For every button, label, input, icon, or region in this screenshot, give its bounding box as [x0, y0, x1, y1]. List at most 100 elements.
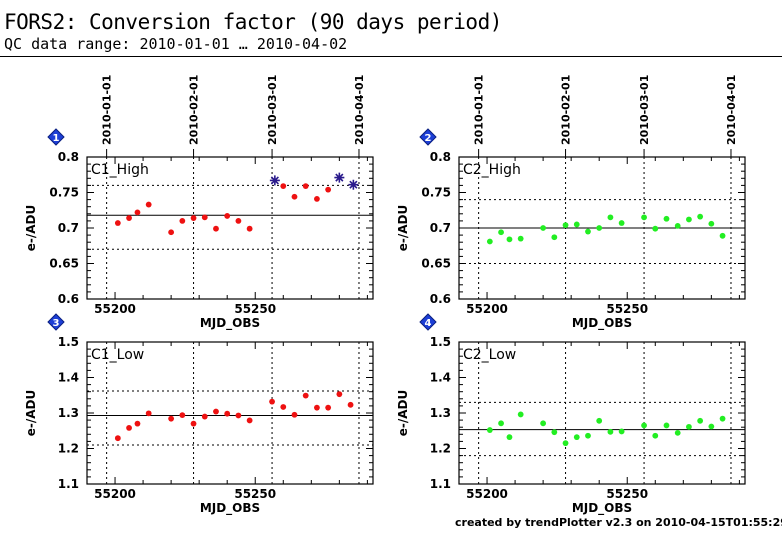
data-point	[486, 238, 493, 245]
x-tick-label: 55200	[94, 302, 136, 316]
data-point	[486, 427, 493, 433]
data-point	[719, 232, 726, 239]
data-point	[126, 425, 132, 431]
data-point	[302, 183, 309, 190]
x-tick-label: 55200	[466, 487, 508, 501]
x-tick-label: 55250	[234, 302, 276, 316]
data-point	[663, 422, 670, 429]
y-tick-label: 0.65	[49, 257, 79, 271]
panel-label: C1_High	[91, 162, 149, 178]
y-tick-label: 1.3	[58, 406, 79, 420]
data-point	[641, 422, 647, 429]
data-point	[585, 432, 591, 439]
date-tick-label: 2010-02-01	[560, 75, 573, 145]
data-point	[498, 420, 504, 427]
data-point	[551, 429, 558, 436]
data-point	[506, 434, 513, 441]
outlier-marker	[348, 179, 359, 190]
x-axis-label: MJD_OBS	[200, 316, 260, 331]
data-point	[618, 428, 625, 435]
data-point	[201, 214, 208, 221]
y-tick-label: 1.1	[58, 477, 79, 491]
y-axis-label: e-/ADU	[396, 205, 410, 252]
x-tick-label: 55200	[466, 302, 508, 316]
panel-badge-icon	[47, 313, 65, 331]
y-tick-label: 1.2	[58, 442, 79, 456]
data-point	[291, 411, 298, 418]
x-axis-label: MJD_OBS	[572, 316, 632, 331]
data-point	[235, 218, 242, 224]
y-tick-label: 0.65	[421, 257, 451, 271]
date-tick-label: 2010-01-01	[101, 75, 114, 145]
data-point	[179, 412, 186, 419]
y-tick-label: 1.5	[430, 335, 451, 349]
data-point	[663, 215, 670, 222]
data-point	[506, 236, 513, 243]
data-point	[336, 391, 343, 398]
data-point	[145, 410, 152, 417]
y-tick-label: 1.4	[430, 371, 451, 385]
data-point	[280, 183, 287, 190]
y-tick-label: 1.1	[430, 477, 451, 491]
data-point	[302, 392, 309, 399]
data-point	[168, 229, 175, 236]
data-point	[325, 186, 332, 193]
data-point	[652, 225, 659, 232]
data-point	[235, 412, 242, 419]
data-point	[641, 214, 647, 221]
date-tick-label: 2010-01-01	[473, 75, 486, 145]
data-point	[618, 220, 625, 226]
data-point	[314, 404, 320, 411]
data-point	[573, 434, 580, 441]
data-point	[246, 225, 253, 232]
data-point	[585, 228, 591, 235]
data-point	[190, 215, 197, 221]
data-point	[517, 411, 524, 418]
data-point	[674, 429, 681, 436]
data-point	[562, 440, 569, 447]
y-tick-label: 0.8	[58, 150, 79, 164]
outlier-marker	[334, 172, 345, 183]
data-point	[652, 432, 659, 439]
data-point	[596, 417, 603, 424]
y-tick-label: 0.6	[58, 292, 79, 306]
data-point	[145, 201, 152, 208]
date-tick-label: 2010-04-01	[353, 75, 366, 145]
data-point	[686, 423, 692, 430]
data-point	[325, 404, 332, 411]
data-point	[686, 216, 692, 223]
date-tick-label: 2010-02-01	[188, 75, 201, 145]
panel-badge-number: 4	[425, 318, 432, 329]
y-tick-label: 1.5	[58, 335, 79, 349]
y-tick-label: 0.6	[430, 292, 451, 306]
y-axis-label: e-/ADU	[24, 205, 38, 252]
data-point	[114, 435, 121, 442]
x-tick-label: 55250	[606, 302, 648, 316]
y-tick-label: 0.75	[421, 186, 451, 200]
data-point	[201, 413, 208, 420]
data-point	[213, 225, 219, 232]
data-point	[697, 213, 704, 220]
data-point	[708, 423, 715, 430]
data-point	[517, 235, 524, 242]
y-tick-label: 0.7	[58, 221, 79, 235]
title-divider	[0, 56, 782, 57]
data-point	[213, 408, 219, 415]
data-point	[596, 225, 603, 231]
y-tick-label: 0.8	[430, 150, 451, 164]
data-point	[190, 420, 197, 427]
data-point	[498, 229, 504, 236]
data-point	[134, 420, 141, 427]
data-point	[168, 415, 175, 422]
data-point	[674, 222, 681, 229]
data-point	[573, 221, 580, 228]
data-point	[562, 222, 569, 229]
plot-frame	[458, 341, 746, 485]
y-tick-label: 1.2	[430, 442, 451, 456]
data-point	[697, 417, 704, 424]
chart-panel-1: 1 2010-01-01 2010-02-01 2010-03-01 2010-04-0…	[24, 75, 374, 331]
date-tick-label: 2010-03-01	[638, 75, 651, 145]
data-point	[134, 209, 141, 216]
